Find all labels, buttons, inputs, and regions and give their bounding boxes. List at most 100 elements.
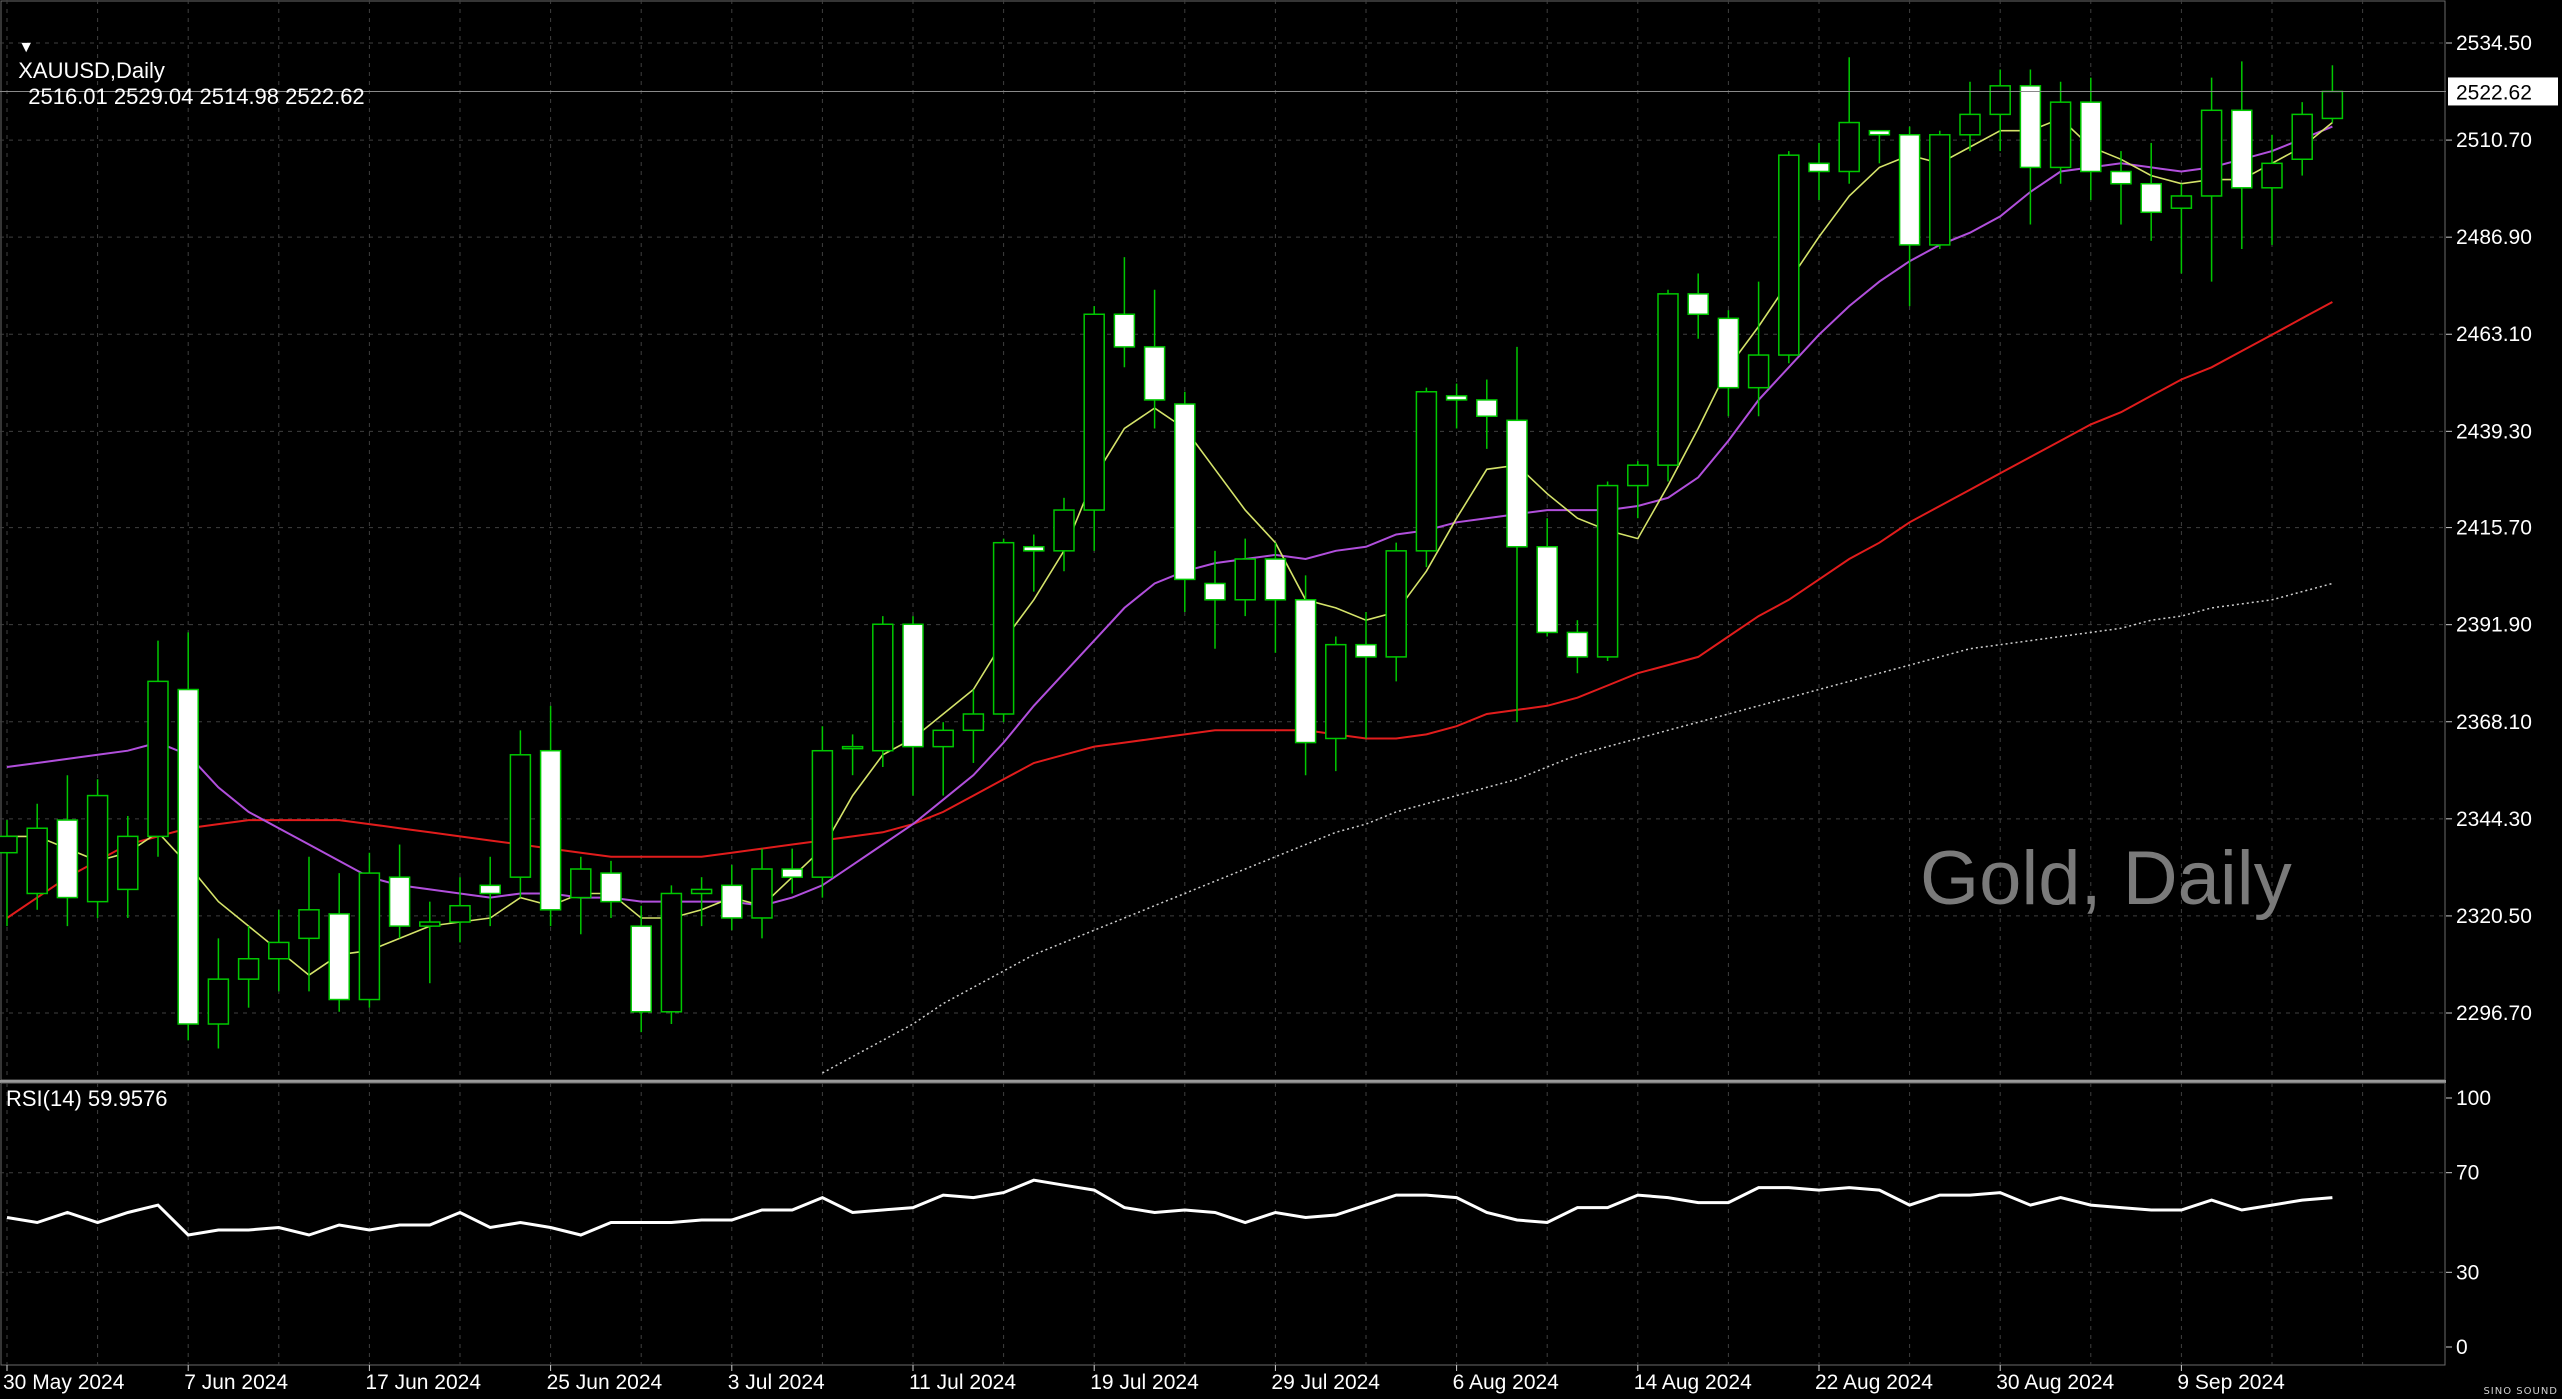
ma-long-line: [822, 582, 2333, 1074]
candle-body: [86, 794, 109, 903]
rsi-y-tick-label: 100: [2456, 1087, 2491, 1110]
candle-body: [2019, 85, 2042, 169]
rsi-y-tick-label: 0: [2456, 1336, 2468, 1359]
candle-body: [2110, 170, 2132, 185]
candle-body: [2170, 195, 2193, 209]
x-tick-label: 22 Aug 2024: [1815, 1371, 1933, 1394]
candle-body: [570, 868, 592, 899]
candle-body: [268, 941, 290, 960]
candle-body: [1566, 631, 1589, 658]
rsi-line: [6, 1178, 2333, 1237]
candle-body: [600, 872, 622, 903]
candle-body: [509, 754, 532, 878]
candle-body: [1717, 317, 1740, 389]
candle-body: [1657, 293, 1679, 466]
y-tick-label: 2368.10: [2456, 711, 2532, 734]
x-tick-label: 29 Jul 2024: [1271, 1371, 1380, 1394]
y-tick-label: 2415.70: [2456, 517, 2532, 540]
x-tick-label: 3 Jul 2024: [728, 1371, 825, 1394]
candle-body: [1596, 484, 1619, 658]
candle-body: [1747, 354, 1770, 389]
candle-body: [902, 623, 924, 748]
candle-body: [1083, 313, 1105, 511]
candle-body: [1959, 113, 1981, 136]
candle-body: [1476, 399, 1498, 417]
candle-body: [237, 957, 260, 980]
chart-header: ▼ XAUUSD,Daily 2516.01 2529.04 2514.98 2…: [6, 6, 365, 110]
ma-mid-line: [6, 125, 2333, 907]
candle-body: [1113, 313, 1136, 348]
candle-body: [1234, 558, 1256, 601]
x-tick-label: 9 Sep 2024: [2177, 1371, 2285, 1394]
x-tick-label: 30 May 2024: [3, 1371, 125, 1394]
candle-body: [0, 835, 18, 854]
candle-body: [1687, 293, 1709, 316]
rsi-y-tick-label: 70: [2456, 1162, 2479, 1185]
x-tick-label: 25 Jun 2024: [547, 1371, 663, 1394]
candle-body: [690, 888, 713, 895]
candle-body: [932, 729, 954, 748]
candle-body: [1929, 134, 1951, 246]
candle-body: [721, 884, 743, 919]
candle-body: [1325, 643, 1347, 740]
candle-body: [1385, 550, 1407, 658]
candle-body: [1445, 395, 1468, 401]
symbol-label: XAUUSD,Daily: [18, 58, 165, 83]
candle-body: [449, 904, 471, 923]
y-tick-label: 2486.90: [2456, 226, 2532, 249]
candle-body: [660, 892, 683, 1013]
candle-body: [872, 623, 894, 752]
candle-body: [841, 745, 864, 750]
candle-body: [751, 868, 773, 919]
rsi-y-tick-label: 30: [2456, 1261, 2479, 1284]
candle-body: [177, 688, 199, 1025]
candle-body: [117, 835, 139, 891]
rsi-series: [6, 1178, 2333, 1237]
candle-body: [388, 876, 411, 927]
y-tick-label: 2439.30: [2456, 420, 2532, 443]
y-tick-label: 2344.30: [2456, 808, 2532, 831]
candle-body: [479, 884, 501, 895]
candle-body: [1174, 403, 1196, 581]
candle-body: [1536, 546, 1558, 634]
grid-lines: [0, 0, 2446, 1366]
x-tick-label: 17 Jun 2024: [365, 1371, 481, 1394]
candle-body: [1294, 599, 1317, 744]
brand-logo: SINO SOUND: [2483, 1386, 2558, 1397]
candle-body: [1264, 558, 1287, 601]
candle-body: [358, 872, 381, 1001]
candle-body: [992, 541, 1015, 715]
candle-body: [419, 921, 441, 927]
candle-body: [1778, 154, 1800, 356]
candle-body: [26, 827, 48, 895]
candle-body: [1808, 162, 1830, 173]
x-tick-label: 30 Aug 2024: [1996, 1371, 2114, 1394]
candle-body: [1868, 129, 1891, 136]
candle-body: [298, 909, 320, 940]
candle-body: [328, 913, 350, 1001]
candle-body: [1989, 85, 2011, 116]
candle-body: [1898, 134, 1921, 246]
y-tick-label: 2320.50: [2456, 905, 2532, 928]
triangle-down-icon[interactable]: ▼: [18, 39, 35, 56]
candle-body: [1143, 346, 1166, 401]
candle-body: [1023, 546, 1045, 552]
rsi-panel-border: [0, 1082, 2446, 1366]
y-tick-label: 2510.70: [2456, 129, 2532, 152]
ohlc-values: 2516.01 2529.04 2514.98 2522.62: [28, 84, 365, 109]
ma-slow-line: [6, 301, 2333, 919]
candle-body: [147, 680, 169, 838]
candlestick-series: [0, 57, 2344, 1049]
candle-body: [2140, 182, 2162, 214]
candle-body: [1627, 464, 1649, 487]
watermark: Gold, Daily: [1920, 836, 2292, 921]
y-tick-label: 2463.10: [2456, 323, 2532, 346]
candle-body: [962, 713, 985, 732]
x-tick-label: 6 Aug 2024: [1453, 1371, 1560, 1394]
candle-body: [1838, 121, 1860, 173]
candle-body: [2261, 162, 2283, 189]
candle-body: [811, 749, 834, 878]
candle-body: [2231, 109, 2253, 189]
candle-body: [781, 868, 803, 878]
